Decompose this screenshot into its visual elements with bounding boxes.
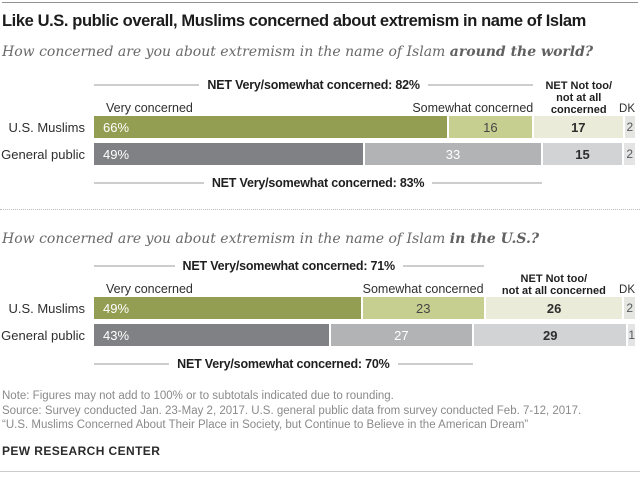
header-very-concerned: Very concerned: [106, 101, 193, 115]
net-rule-right: [432, 181, 543, 184]
chart-header: NET Very/somewhat concerned: 71% Very co…: [94, 259, 635, 297]
top-rule: [2, 2, 638, 3]
bar-rows: U.S. Muslims 49% 23 26 2 General public 43% 27 2…: [1, 297, 635, 346]
net-bottom-label: NET Very/somewhat concerned: 70%: [177, 356, 390, 371]
chart-body: NET Very/somewhat concerned: 82% Very co…: [1, 78, 635, 190]
header-somewhat-concerned: Somewhat concerned: [412, 101, 534, 115]
row-label: U.S. Muslims: [8, 300, 85, 316]
net-rule-left: [94, 362, 170, 365]
question-prefix: How concerned are you about extremism in…: [2, 44, 450, 60]
bar-segment: 23: [362, 297, 484, 319]
header-net-not-concerned: NET Not too/ not at all concerned: [501, 273, 606, 297]
bottom-rule: [0, 470, 640, 472]
source-line: Source: Survey conducted Jan. 23-May 2, …: [2, 404, 582, 417]
bar-row: General public 43% 27 29 1: [1, 324, 635, 346]
question-prefix: How concerned are you about extremism in…: [2, 231, 450, 247]
page-title: Like U.S. public overall, Muslims concer…: [2, 12, 586, 30]
bar-segment: 27: [330, 324, 473, 346]
bar-segment: 15: [542, 143, 623, 165]
chart-body: NET Very/somewhat concerned: 71% Very co…: [1, 259, 635, 371]
bar-segment: 66%: [94, 116, 447, 138]
header-very-concerned: Very concerned: [106, 282, 193, 296]
stacked-bar: 49% 23 26 2: [94, 297, 635, 319]
net-rule-left: [94, 84, 200, 86]
net-bottom: NET Very/somewhat concerned: 83%: [94, 175, 543, 190]
header-somewhat-concerned: Somewhat concerned: [362, 282, 484, 296]
bar-row: U.S. Muslims 66% 16 17 2: [2, 116, 635, 138]
bar-segment: 2: [624, 143, 635, 165]
bar-row: U.S. Muslims 49% 23 26 2: [2, 297, 635, 319]
net-top-label: NET Very/somewhat concerned: 71%: [182, 259, 396, 273]
chart-header: NET Very/somewhat concerned: 82% Very co…: [94, 78, 635, 116]
question-text: How concerned are you about extremism in…: [2, 231, 638, 247]
net-bottom-label: NET Very/somewhat concerned: 83%: [211, 175, 425, 190]
net-rule-right: [402, 265, 484, 267]
net-rule-right: [427, 84, 534, 86]
stacked-bar: 43% 27 29 1: [94, 324, 635, 346]
bar-rows: U.S. Muslims 66% 16 17 2 General public 49% 33 1…: [1, 116, 635, 165]
bar-segment: 49%: [94, 143, 364, 165]
header-net-not-concerned: NET Not too/ not at all concerned: [545, 80, 613, 116]
row-label: U.S. Muslims: [8, 119, 85, 135]
row-label: General public: [1, 327, 85, 343]
net-top: NET Very/somewhat concerned: 71%: [94, 259, 484, 273]
net-bottom: NET Very/somewhat concerned: 70%: [94, 356, 473, 371]
question-emphasis: around the world?: [449, 44, 594, 60]
chart-around-the-world: How concerned are you about extremism in…: [1, 44, 638, 190]
header-dk: DK: [619, 103, 635, 115]
bar-segment: 1: [628, 324, 635, 346]
net-top: NET Very/somewhat concerned: 82%: [94, 78, 534, 92]
question-emphasis: in the U.S.?: [449, 231, 540, 247]
bar-segment: 2: [624, 116, 635, 138]
net-top-label: NET Very/somewhat concerned: 82%: [207, 78, 420, 92]
bar-row: General public 49% 33 15 2: [1, 143, 635, 165]
note-line: Note: Figures may not add to 100% or to …: [2, 390, 394, 402]
bar-segment: 49%: [94, 297, 361, 319]
bar-segment: 2: [624, 297, 635, 319]
chart-in-the-us: How concerned are you about extremism in…: [1, 231, 638, 371]
net-rule-left: [94, 181, 204, 184]
section-divider: [0, 209, 640, 210]
header-dk: DK: [619, 284, 635, 296]
pew-research-center-footer: PEW RESEARCH CENTER: [2, 443, 161, 458]
bar-segment: 29: [474, 324, 627, 346]
bar-segment: 33: [365, 143, 541, 165]
question-text: How concerned are you about extremism in…: [2, 44, 638, 60]
bar-segment: 26: [485, 297, 623, 319]
notes-block: Note: Figures may not add to 100% or to …: [2, 389, 638, 433]
bar-segment: 17: [534, 116, 623, 138]
row-label: General public: [1, 146, 85, 162]
stacked-bar: 66% 16 17 2: [94, 116, 635, 138]
bar-segment: 16: [448, 116, 533, 138]
bar-segment: 43%: [94, 324, 329, 346]
report-title-line: “U.S. Muslims Concerned About Their Plac…: [2, 419, 529, 431]
stacked-bar: 49% 33 15 2: [94, 143, 635, 165]
net-rule-left: [94, 265, 175, 267]
net-rule-right: [397, 362, 473, 365]
